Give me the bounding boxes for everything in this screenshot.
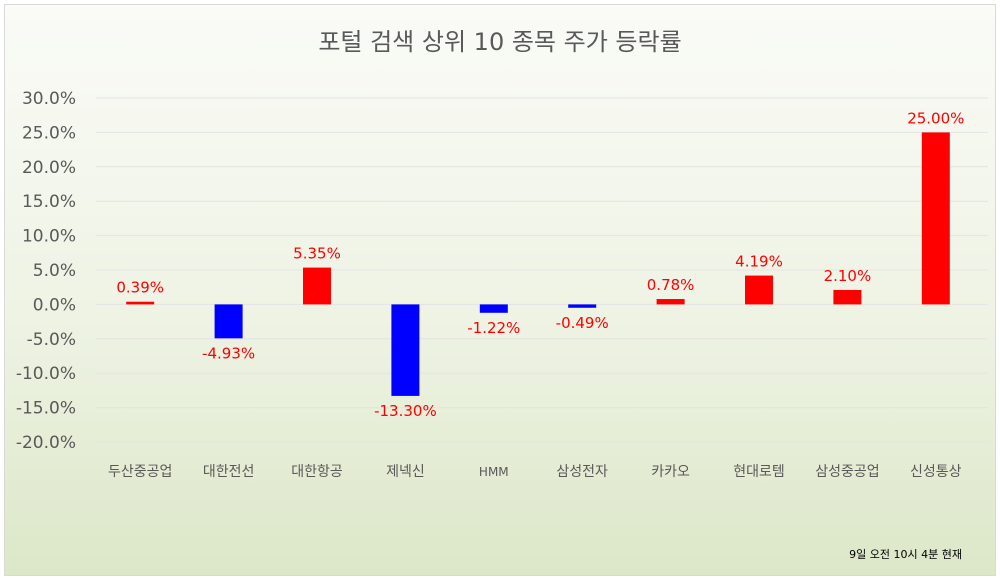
x-tick-label: 삼성전자	[556, 464, 608, 480]
data-label: 25.00%	[907, 109, 964, 127]
timestamp-annotation: 9일 오전 10시 4분 현재	[849, 548, 962, 561]
chart-area	[4, 4, 996, 576]
data-label: -13.30%	[374, 402, 437, 420]
bar	[214, 304, 243, 339]
y-tick-label: -20.0%	[16, 433, 76, 453]
y-tick-label: -15.0%	[16, 399, 76, 419]
x-tick-label: 현대로템	[733, 464, 785, 480]
y-tick-label: 5.0%	[33, 261, 76, 281]
x-tick-label: 대한전선	[203, 464, 255, 480]
y-tick-label: 25.0%	[22, 123, 76, 143]
x-tick-label: 카카오	[651, 464, 690, 480]
bar	[745, 275, 773, 305]
y-tick-label: 0.0%	[33, 295, 76, 315]
bar	[303, 267, 331, 305]
bar	[833, 289, 862, 305]
bar	[479, 304, 508, 313]
y-tick-label: 10.0%	[22, 227, 76, 247]
y-tick-label: 20.0%	[22, 158, 76, 178]
data-label: -4.93%	[202, 344, 255, 362]
x-tick-label: 삼성중공업	[815, 464, 879, 480]
x-tick-label: HMM	[479, 465, 509, 479]
x-tick-label: 신성통상	[910, 464, 962, 480]
y-tick-label: -10.0%	[16, 364, 76, 384]
y-tick-label: 15.0%	[22, 192, 76, 212]
bar	[391, 304, 420, 396]
data-label: 2.10%	[824, 267, 872, 285]
chart-title: 포털 검색 상위 10 종목 주가 등락률	[318, 28, 682, 56]
bar	[568, 304, 597, 308]
bar	[126, 301, 155, 305]
y-tick-label: -5.0%	[27, 330, 76, 350]
x-tick-label: 제넥신	[386, 464, 425, 480]
data-label: 0.78%	[647, 276, 695, 294]
y-tick-label: 30.0%	[22, 89, 76, 109]
bar	[921, 132, 950, 305]
data-label: 0.39%	[116, 279, 164, 297]
x-tick-label: 두산중공업	[108, 464, 172, 480]
x-tick-label: 대한항공	[291, 464, 343, 480]
data-label: -0.49%	[556, 314, 609, 332]
data-label: 5.35%	[293, 245, 341, 263]
bar	[656, 299, 685, 305]
data-label: 4.19%	[735, 253, 783, 271]
data-label: -1.22%	[467, 319, 520, 337]
